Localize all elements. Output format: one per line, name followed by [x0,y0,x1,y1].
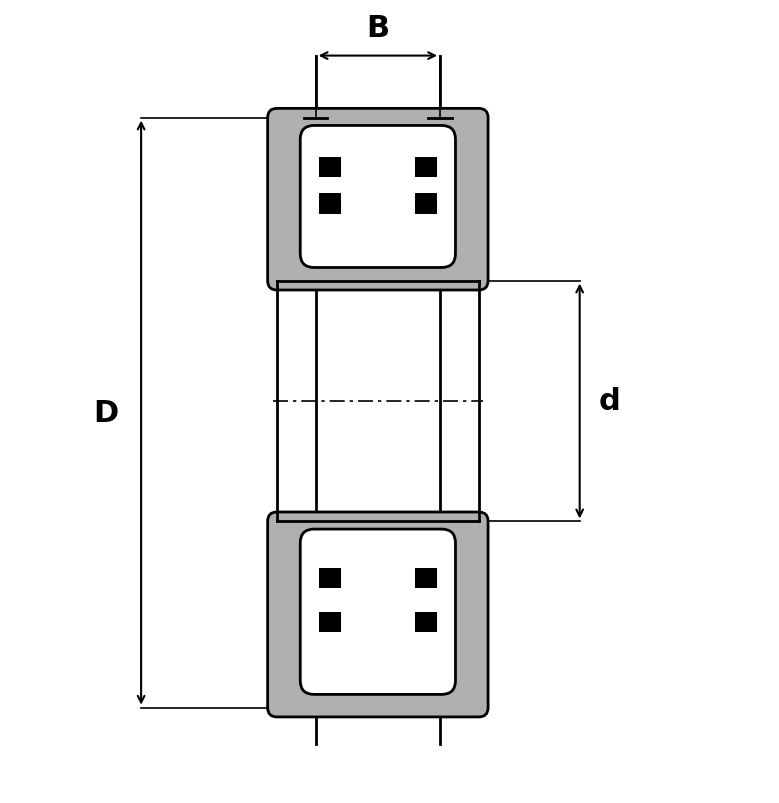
Bar [415,569,437,589]
Text: B: B [366,14,390,43]
Bar [315,56,440,744]
FancyBboxPatch shape [268,512,488,717]
Bar [319,569,340,589]
Text: D: D [93,398,119,428]
FancyBboxPatch shape [300,529,456,695]
Text: d: d [598,387,620,416]
FancyBboxPatch shape [268,109,488,291]
Bar [319,613,340,633]
FancyBboxPatch shape [300,126,456,268]
Bar [319,157,340,177]
Bar [415,194,437,214]
Bar [415,613,437,633]
Bar [415,157,437,177]
Bar [319,194,340,214]
